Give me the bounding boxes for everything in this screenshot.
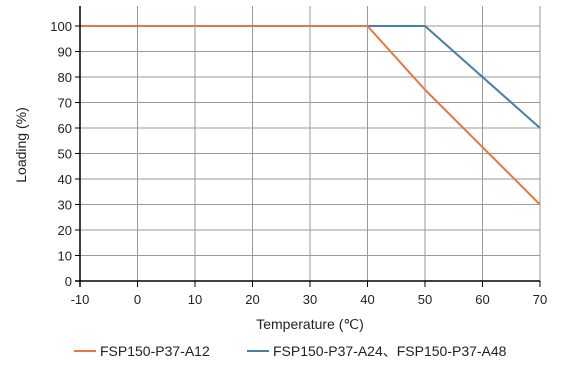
grid (80, 6, 541, 281)
x-axis-title: Temperature (℃) (256, 316, 364, 332)
series-lines (80, 25, 541, 206)
x-tick-label: 30 (303, 292, 317, 307)
x-tick-label: 50 (418, 292, 432, 307)
y-tick-label: 80 (58, 70, 72, 85)
x-tick-labels: -10 0 10 20 30 40 50 60 70 (71, 292, 548, 307)
y-tick-label: 100 (50, 19, 72, 34)
y-tick-label: 90 (58, 45, 72, 60)
y-axis-title: Loading (%) (13, 107, 29, 183)
x-tick-label: 0 (134, 292, 141, 307)
y-tick-label: 20 (58, 223, 72, 238)
x-tick-label: 20 (245, 292, 259, 307)
y-tick-label: 70 (58, 96, 72, 111)
x-tick-label: 40 (360, 292, 374, 307)
y-tick-label: 60 (58, 121, 72, 136)
y-tick-labels: 0 10 20 30 40 50 60 70 80 90 100 (50, 19, 72, 289)
y-tick-label: 10 (58, 249, 72, 264)
y-tick-label: 0 (65, 274, 72, 289)
series-line-1 (80, 25, 541, 206)
y-tick-label: 30 (58, 198, 72, 213)
x-tick-label: 70 (533, 292, 547, 307)
legend-label-series-2: FSP150-P37-A24、FSP150-P37-A48 (273, 343, 507, 359)
y-tick-label: 50 (58, 147, 72, 162)
axes (75, 6, 541, 287)
x-tick-label: 10 (188, 292, 202, 307)
x-tick-label: -10 (71, 292, 90, 307)
x-tick-label: 60 (475, 292, 489, 307)
y-tick-label: 40 (58, 172, 72, 187)
legend-label-series-1: FSP150-P37-A12 (100, 343, 210, 359)
legend: FSP150-P37-A12 FSP150-P37-A24、FSP150-P37… (74, 343, 507, 359)
